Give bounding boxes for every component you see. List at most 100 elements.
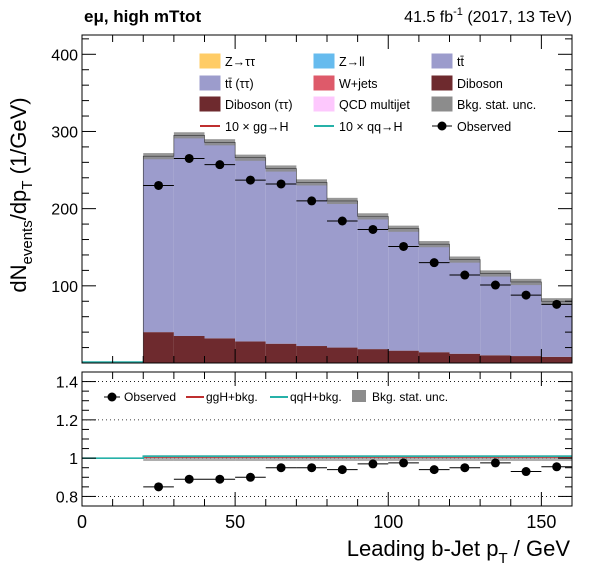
ratio-legend-label-2: qqH+bkg. [290,390,342,404]
stack-bar-1-4 [235,157,266,342]
ratio-stat-bin-5 [265,455,297,462]
stack-bar-1-3 [204,142,236,339]
legend-swatch-6 [199,96,221,112]
main-panel: 100 200 300 400 Z→ττ Z→ll tt̄ tt̄ (ττ) W+jets Dib… [51,34,573,364]
ratio-stat-bin-11 [449,455,481,462]
legend-label-7: QCD multijet [339,98,410,112]
stack-bar-0-8 [357,349,389,363]
stack-bar-1-5 [265,168,297,344]
main-y-tick-label-0: 100 [51,279,78,296]
legend-swatch-1 [313,53,335,69]
observed-point-7 [368,224,378,234]
observed-point-11 [490,280,500,290]
stack-bar-1-14 [541,301,572,357]
ratio-point-6 [337,465,347,475]
ratio-point-1 [184,474,194,484]
observed-point-10 [460,270,470,280]
legend-label-5: Diboson [457,77,503,91]
stack-bar-0-2 [173,335,205,363]
ratio-y-tick-label-1: 1 [69,451,78,468]
observed-point-8 [399,241,409,251]
ratio-qqh-line [82,455,572,459]
x-axis-title: Leading b-Jet pT / GeV [347,536,571,567]
legend-label-1: Z→ll [339,55,365,69]
legend-label-6: Diboson (ττ) [225,98,293,112]
observed-point-4 [276,179,286,189]
ratio-stat-bin-8 [357,455,389,462]
ratio-point-13 [552,462,562,472]
ratio-point-10 [460,463,470,473]
x-tick-label-3: 150 [526,512,556,532]
x-tick-label-1: 50 [225,512,245,532]
stack-bar-0-14 [541,356,572,363]
ratio-point-4 [276,463,286,473]
ratio-stat-bin-9 [388,455,419,462]
main-y-tick-label-2: 300 [51,124,78,141]
stack-bar-0-6 [296,346,327,363]
ratio-legend-label-1: ggH+bkg. [206,390,258,404]
observed-point-5 [307,196,317,206]
legend-swatch-11 [437,121,447,131]
legend-swatch-4 [313,75,335,91]
ratio-point-3 [245,472,255,482]
observed-point-6 [337,216,347,226]
ratio-stat-bin-6 [296,455,327,462]
ratio-point-5 [307,463,317,473]
legend-label-2: tt̄ [457,55,464,69]
channel-label: eμ, high mTtot [84,7,201,26]
stack-bar-0-3 [204,338,236,363]
ratio-point-9 [429,465,439,475]
stack-bar-0-12 [480,355,511,363]
ratio-stat-bin-10 [418,455,450,462]
legend-label-0: Z→ττ [225,55,255,69]
y-axis-title: dNevents/dpT (1/GeV) [6,97,36,292]
stack-bar-0-4 [235,341,266,363]
stack-bar-1-8 [357,216,389,350]
ratio-point-11 [490,458,500,468]
ratio-point-2 [215,474,225,484]
legend-swatch-0 [199,53,221,69]
legend-label-11: Observed [457,120,511,134]
stack-bar-0-13 [510,356,542,363]
observed-point-9 [429,258,439,268]
ratio-y-tick-label-0: 0.8 [56,489,78,506]
observed-point-12 [521,290,531,300]
ratio-point-12 [521,467,531,477]
ratio-legend-swatch-3 [352,390,366,402]
legend-label-3: tt̄ (ττ) [225,77,254,91]
ratio-point-8 [399,458,409,468]
ratio-ggh-line [82,456,572,459]
stack-bar-1-2 [173,135,205,336]
ratio-point-7 [368,459,378,469]
ratio-y-tick-label-3: 1.4 [56,375,78,392]
ratio-legend-swatch-0 [107,392,117,402]
legend-swatch-8 [431,96,453,112]
ratio-point-0 [154,482,164,492]
legend-label-10: 10 × qq→H [339,120,403,134]
ratio-panel: 0.8 1 1.2 1.4 0 50 100 150 Observed ggH+bkg. qqH+b… [56,371,573,532]
stack-bar-0-10 [418,352,450,363]
ratio-stat-bin-3 [204,455,236,462]
ratio-stat-bin-1 [143,455,174,462]
ratio-stat-bin-2 [173,455,205,462]
lumi-label: 41.5 fb-1 (2017, 13 TeV) [404,6,572,26]
stack-bar-0-9 [388,350,419,363]
ratio-legend-label-3: Bkg. stat. unc. [372,390,448,404]
stack-bar-0-1 [143,332,174,363]
legend-swatch-5 [431,75,453,91]
ratio-stat-bin-7 [327,455,358,462]
observed-point-2 [215,160,225,170]
ratio-y-tick-label-2: 1.2 [56,413,78,430]
ratio-stat-bin-14 [541,455,572,462]
legend-label-8: Bkg. stat. unc. [457,98,536,112]
observed-point-0 [154,180,164,190]
main-y-tick-label-3: 400 [51,47,78,64]
x-tick-label-0: 0 [77,512,87,532]
x-tick-label-2: 100 [373,512,403,532]
legend-label-9: 10 × gg→H [225,120,289,134]
ratio-stat-bin-4 [235,455,266,462]
ratio-stat-bin-12 [480,455,511,462]
legend-swatch-3 [199,75,221,91]
ratio-legend-label-0: Observed [124,390,176,404]
